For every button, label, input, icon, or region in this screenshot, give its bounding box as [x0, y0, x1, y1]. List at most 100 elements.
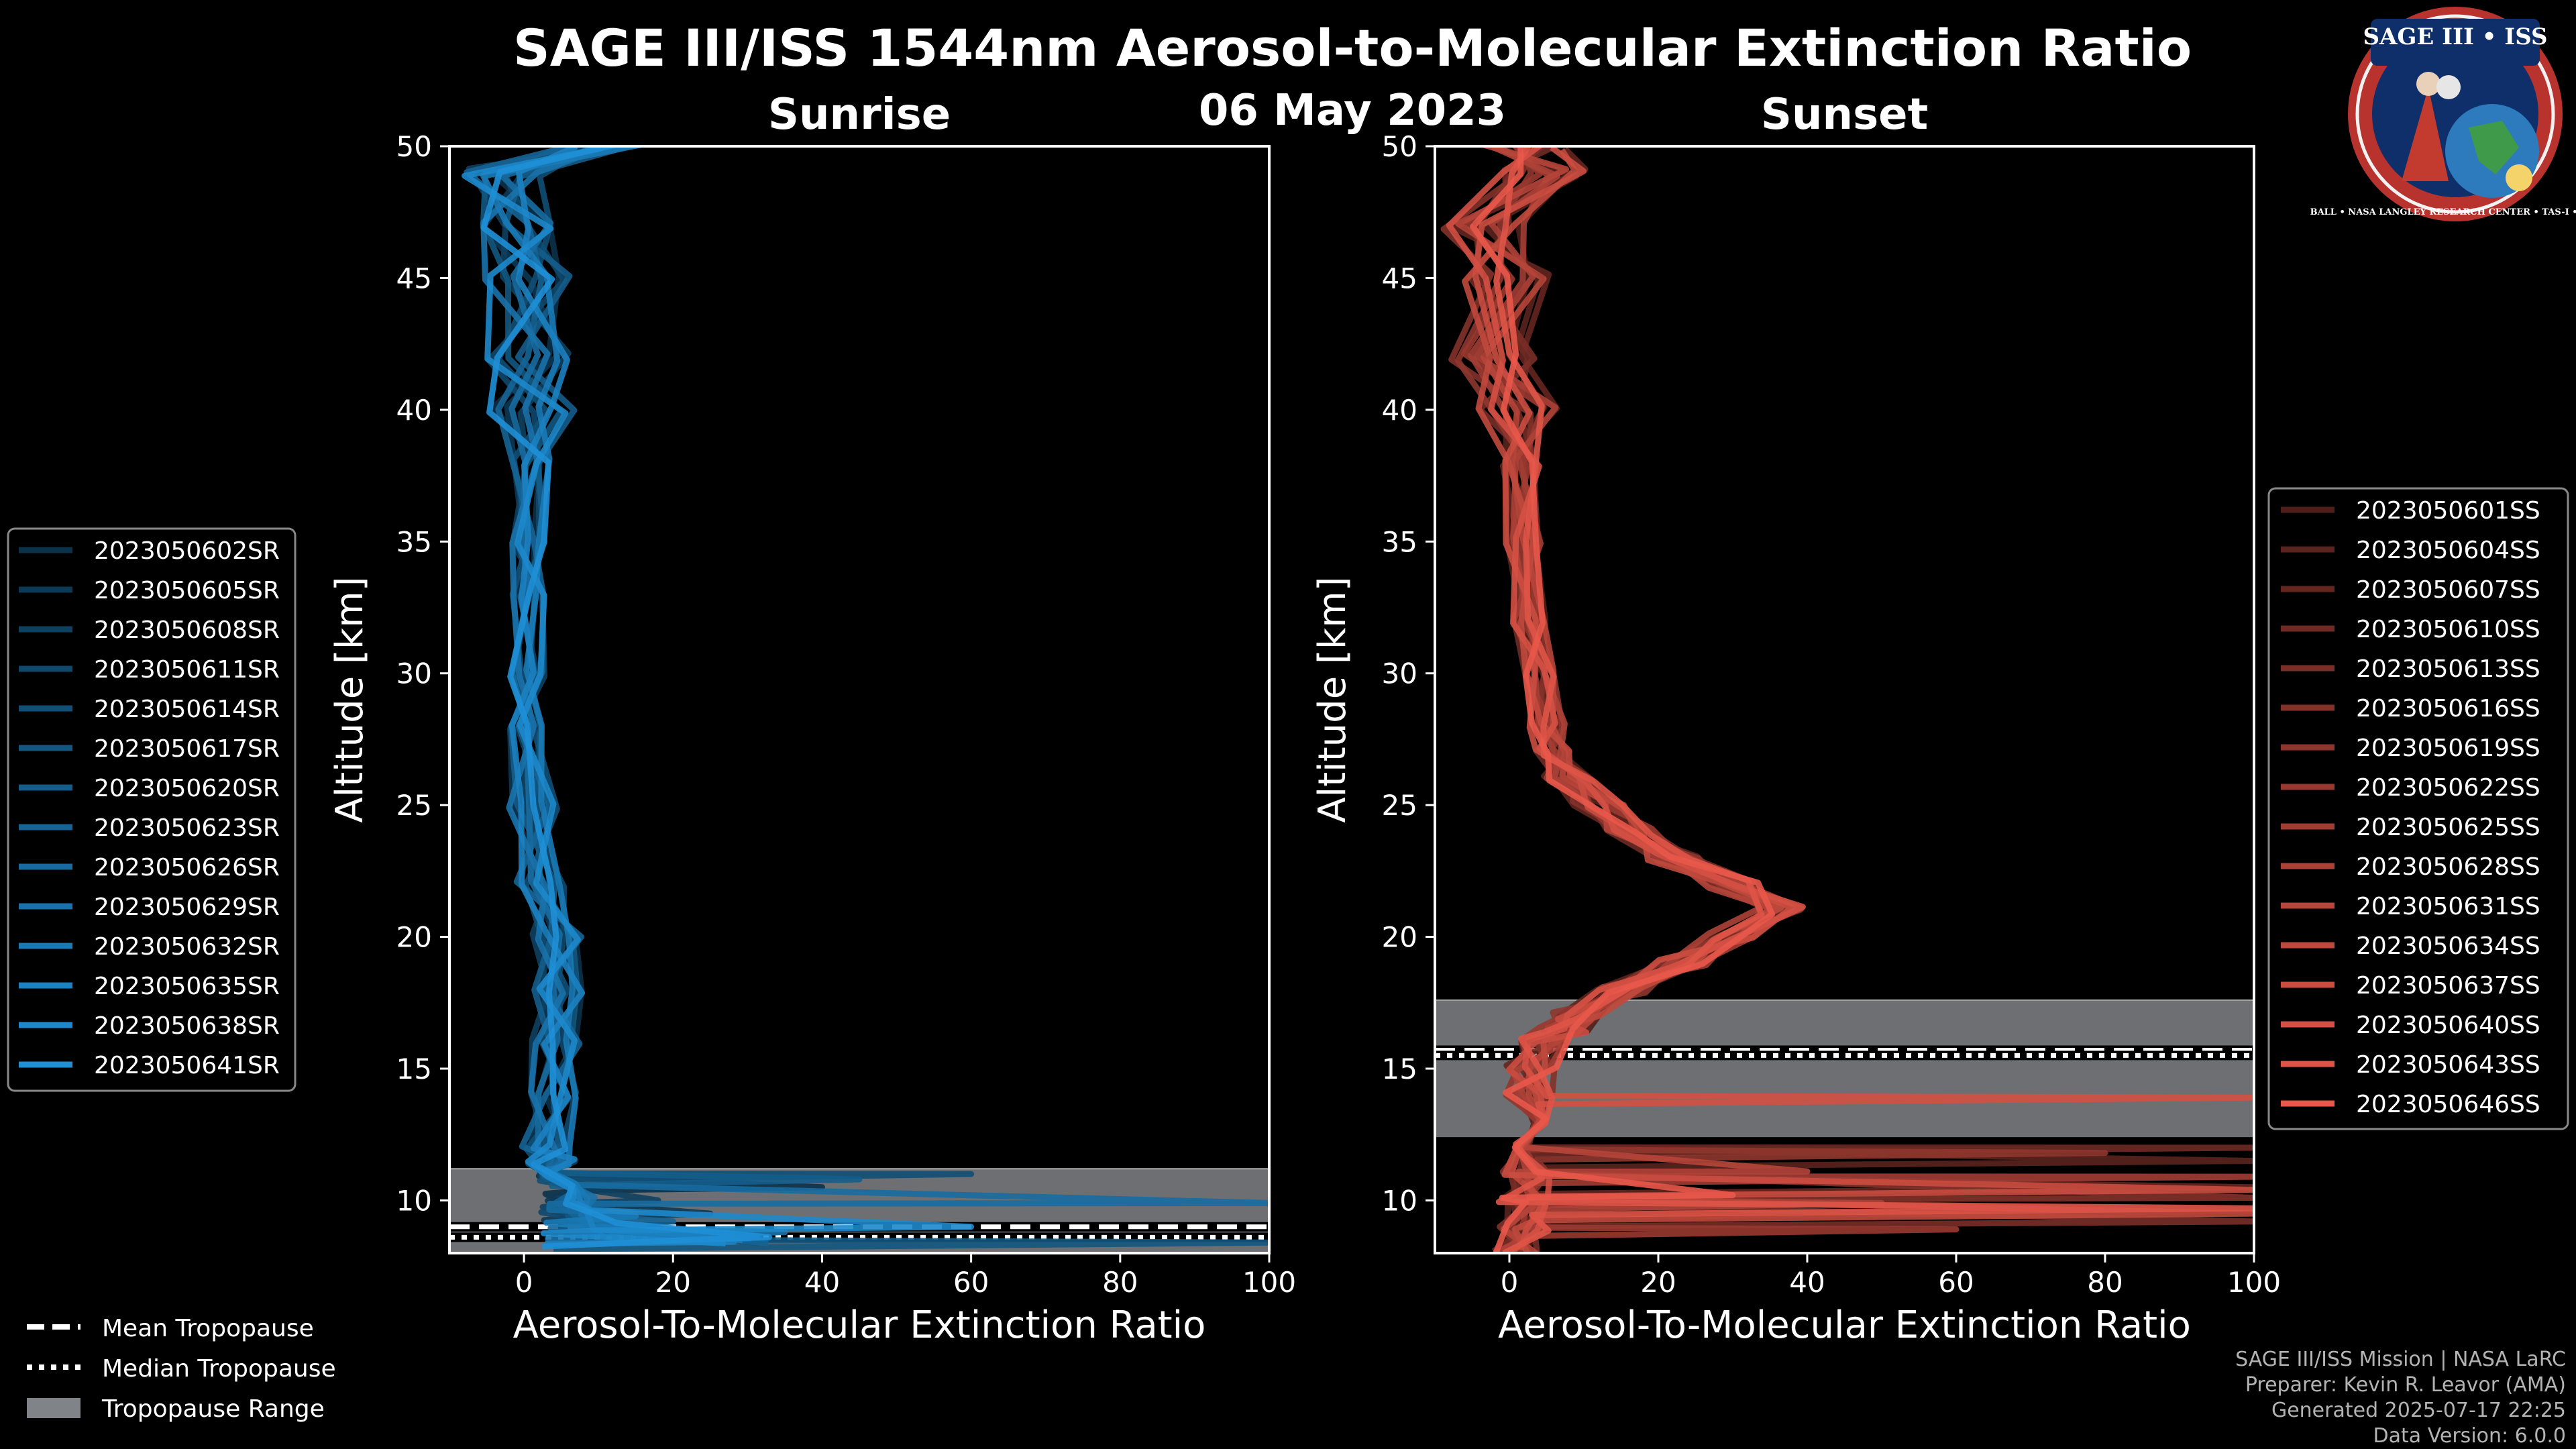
- sunset-legend-label: 2023050631SS: [2356, 893, 2540, 920]
- sunrise-legend-label: 2023050605SR: [94, 577, 280, 604]
- sunrise-series-line-2023050641SR: [480, 146, 773, 1250]
- sunrise-x-tick-label: 40: [804, 1266, 840, 1299]
- sunset-y-axis-label: Altitude [km]: [1311, 576, 1354, 822]
- sunrise-y-tick-label: 15: [396, 1053, 432, 1085]
- tropopause-range-label: Tropopause Range: [101, 1395, 325, 1423]
- sunrise-y-axis-label: Altitude [km]: [328, 576, 372, 822]
- sunset-legend-box: [2267, 487, 2569, 1130]
- sunset-series-line-2023050640SS: [1446, 146, 2254, 1253]
- logo-continent-icon: [2469, 121, 2519, 174]
- credits: SAGE III/ISS Mission | NASA LaRC Prepare…: [2235, 1348, 2566, 1448]
- sunset-y-tick-label: 20: [1382, 921, 1417, 954]
- tropopause-legend: Mean Tropopause Median Tropopause Tropop…: [27, 1315, 336, 1423]
- sunset-legend-label: 2023050613SS: [2356, 655, 2540, 683]
- sunset-y-tick-label: 25: [1382, 789, 1417, 822]
- sunset-panel-title: Sunset: [1761, 90, 1928, 140]
- sunrise-y-tick-label: 30: [396, 657, 432, 690]
- chart-date: 06 May 2023: [1199, 86, 1506, 136]
- credit-mission: SAGE III/ISS Mission | NASA LaRC: [2235, 1348, 2566, 1371]
- sunrise-legend-label: 2023050641SR: [94, 1052, 280, 1079]
- sunrise-legend-label: 2023050626SR: [94, 854, 280, 881]
- sunset-legend-label: 2023050607SS: [2356, 576, 2540, 604]
- sunset-legend: 2023050601SS 2023050604SS 2023050607SS 2023…: [2267, 487, 2569, 1130]
- sunrise-series-line-2023050626SR: [499, 146, 1269, 1240]
- sunset-legend-label: 2023050610SS: [2356, 616, 2540, 643]
- sunrise-x-tick-label: 20: [655, 1266, 691, 1299]
- sunrise-legend-label: 2023050602SR: [94, 537, 280, 565]
- sunset-x-tick-label: 100: [2227, 1266, 2281, 1299]
- sunrise-legend-label: 2023050611SR: [94, 656, 280, 684]
- mean-tropopause-label: Mean Tropopause: [102, 1315, 314, 1342]
- sunset-y-tick-label: 15: [1382, 1053, 1417, 1085]
- sunrise-legend-label: 2023050629SR: [94, 894, 280, 921]
- sunset-legend-label: 2023050643SS: [2356, 1051, 2540, 1079]
- sunset-legend-label: 2023050628SS: [2356, 853, 2540, 881]
- sunset-x-tick-label: 80: [2087, 1266, 2123, 1299]
- logo-banner: [2371, 19, 2540, 66]
- sunset-legend-label: 2023050616SS: [2356, 695, 2540, 722]
- sunset-legend-label: 2023050637SS: [2356, 972, 2540, 1000]
- sunset-series-line-2023050646SS: [1470, 148, 1776, 1253]
- sunset-legend-label: 2023050604SS: [2356, 537, 2540, 564]
- sunrise-y-tick-label: 20: [396, 921, 432, 954]
- sunset-x-axis-label: Aerosol-To-Molecular Extinction Ratio: [1498, 1303, 2191, 1347]
- median-tropopause-label: Median Tropopause: [102, 1355, 336, 1383]
- sunset-y-tick-label: 10: [1382, 1184, 1417, 1217]
- sunrise-y-tick-label: 35: [396, 525, 432, 558]
- sunrise-legend-label: 2023050635SR: [94, 973, 280, 1000]
- sunset-series-group: [1440, 146, 2254, 1253]
- credit-preparer: Preparer: Kevin R. Leavor (AMA): [2245, 1373, 2566, 1397]
- sunset-legend-label: 2023050640SS: [2356, 1012, 2540, 1039]
- sunset-x-tick-label: 20: [1640, 1266, 1676, 1299]
- sunset-legend-label: 2023050622SS: [2356, 774, 2540, 802]
- sunset-legend-label: 2023050646SS: [2356, 1091, 2540, 1118]
- tropopause-range-swatch: [27, 1398, 80, 1418]
- sunset-x-tick-label: 0: [1501, 1266, 1519, 1299]
- sunrise-y-tick-label: 40: [396, 394, 432, 427]
- sunrise-legend-label: 2023050617SR: [94, 735, 280, 763]
- sunset-legend-label: 2023050634SS: [2356, 932, 2540, 960]
- sunrise-legend: 2023050602SR 2023050605SR 2023050608SR 2023…: [7, 527, 297, 1092]
- sunset-y-tick-label: 40: [1382, 394, 1417, 427]
- logo-ring-text: BALL • NASA LANGLEY RESEARCH CENTER • TA…: [2310, 207, 2576, 217]
- sunrise-axes-frame: [448, 145, 1271, 1254]
- sunrise-x-tick-label: 100: [1242, 1266, 1296, 1299]
- sunrise-x-axis-label: Aerosol-To-Molecular Extinction Ratio: [513, 1303, 1206, 1347]
- sunset-x-tick-label: 40: [1789, 1266, 1825, 1299]
- sunrise-panel: 0 20 40 60 80 100 10 15 20 25 30 35 40 45 50 Sunrise Aer…: [328, 90, 1296, 1347]
- sunset-y-tick-label: 30: [1382, 657, 1417, 690]
- sunrise-legend-label: 2023050632SR: [94, 933, 280, 961]
- sunrise-panel-title: Sunrise: [768, 90, 951, 140]
- sunrise-x-tick-label: 60: [953, 1266, 989, 1299]
- sunrise-y-tick-label: 50: [396, 130, 432, 163]
- sunset-legend-label: 2023050601SS: [2356, 497, 2540, 525]
- sunrise-x-tick-label: 80: [1102, 1266, 1138, 1299]
- sunrise-legend-box: [7, 527, 297, 1092]
- sunset-legend-label: 2023050619SS: [2356, 735, 2540, 762]
- logo-figure-head-icon: [2416, 72, 2440, 96]
- sunrise-legend-label: 2023050608SR: [94, 616, 280, 644]
- sunrise-y-tick-label: 45: [396, 262, 432, 294]
- sunrise-y-tick-label: 25: [396, 789, 432, 822]
- sunrise-legend-label: 2023050638SR: [94, 1012, 280, 1040]
- sunset-axes-frame: [1434, 145, 2255, 1254]
- sunrise-legend-label: 2023050614SR: [94, 696, 280, 723]
- sunrise-y-tick-label: 10: [396, 1184, 432, 1217]
- credit-generated: Generated 2025-07-17 22:25: [2271, 1399, 2566, 1422]
- sunrise-plot-area: [449, 146, 1269, 1253]
- sunrise-legend-label: 2023050623SR: [94, 814, 280, 842]
- sunrise-legend-label: 2023050620SR: [94, 775, 280, 802]
- sunrise-series-group: [462, 146, 1269, 1252]
- sunrise-x-tick-label: 0: [515, 1266, 533, 1299]
- sunset-y-tick-label: 45: [1382, 262, 1417, 294]
- logo-sun-icon: [2506, 164, 2532, 191]
- logo-moon-icon: [2436, 75, 2461, 99]
- sunset-x-tick-label: 60: [1938, 1266, 1974, 1299]
- mission-logo: SAGE III • ISS BALL • NASA LANGLEY RESEA…: [2310, 7, 2576, 221]
- logo-title: SAGE III • ISS: [2363, 23, 2547, 50]
- sunset-panel: 0 20 40 60 80 100 10 15 20 25 30 35 40 45 50 Sunset Aero…: [1311, 90, 2281, 1347]
- credit-data-version: Data Version: 6.0.0: [2373, 1424, 2566, 1448]
- sunset-y-tick-label: 35: [1382, 525, 1417, 558]
- chart-title: SAGE III/ISS 1544nm Aerosol-to-Molecular…: [513, 18, 2192, 78]
